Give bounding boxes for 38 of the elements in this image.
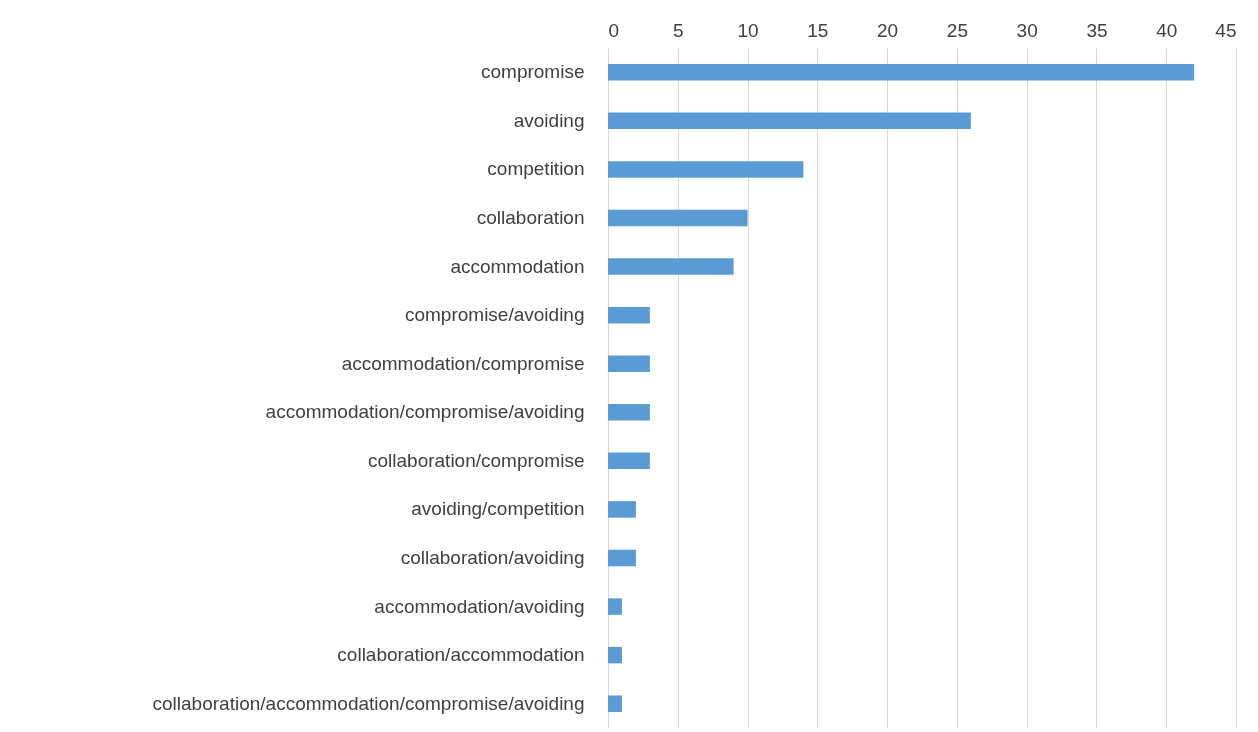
bar <box>608 306 650 324</box>
y-tick-label: compromise <box>481 61 585 83</box>
x-tick-label: 5 <box>672 19 684 41</box>
x-tick-label: 40 <box>1156 19 1178 41</box>
x-tick-label: 45 <box>1215 19 1237 41</box>
y-tick-label: accommodation <box>450 255 585 277</box>
y-tick-label: accommodation/avoiding <box>374 595 585 617</box>
y-tick-label: collaboration/accommodation <box>337 644 585 666</box>
bar <box>608 404 650 421</box>
bar <box>608 695 622 712</box>
bar <box>608 549 636 567</box>
bar <box>608 355 650 372</box>
bar <box>608 209 748 227</box>
y-tick-label: accommodation/compromise <box>341 352 585 374</box>
bar <box>608 598 622 615</box>
x-tick-label: 0 <box>608 19 620 41</box>
y-tick-label: competition <box>487 158 585 180</box>
y-tick-label: avoiding/competition <box>411 498 585 520</box>
y-tick-label: collaboration/accommodation/compromise/avoiding <box>152 692 585 714</box>
x-tick-label: 20 <box>877 19 899 41</box>
x-tick-label: 30 <box>1016 19 1038 41</box>
x-tick-label: 35 <box>1086 19 1108 41</box>
y-tick-label: collaboration <box>476 207 585 228</box>
y-tick-label: collaboration/avoiding <box>400 547 585 568</box>
y-tick-label: collaboration/compromise <box>368 449 585 471</box>
bar <box>608 501 636 518</box>
y-tick-label: accommodation/compromise/avoiding <box>265 401 585 423</box>
bar <box>608 112 971 130</box>
bar <box>608 64 1195 81</box>
bar <box>608 646 622 664</box>
y-tick-label: compromise/avoiding <box>404 304 585 326</box>
bar <box>608 161 804 178</box>
x-tick-label: 25 <box>946 19 968 41</box>
x-tick-label: 10 <box>737 19 759 41</box>
bar <box>608 452 650 470</box>
x-tick-label: 15 <box>807 19 829 41</box>
bar <box>608 258 734 275</box>
y-tick-label: avoiding <box>513 109 585 131</box>
